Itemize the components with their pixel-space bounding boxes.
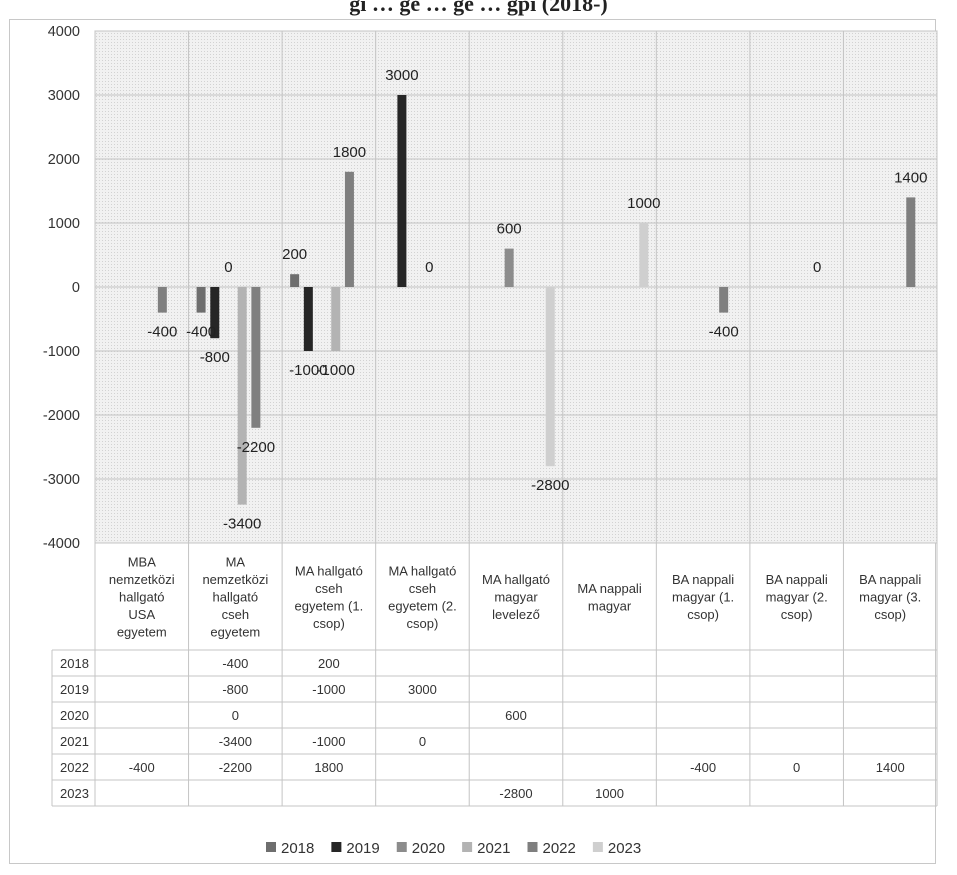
table-cell: -3400 bbox=[219, 734, 252, 749]
data-label: -1000 bbox=[317, 362, 355, 379]
category-label: BA nappali magyar (1. csop) bbox=[672, 572, 734, 622]
data-label: 0 bbox=[425, 259, 433, 276]
table-row-header: 2022 bbox=[60, 760, 89, 775]
bar bbox=[331, 287, 341, 351]
legend-label: 2021 bbox=[477, 840, 510, 857]
y-tick-label: 4000 bbox=[48, 24, 80, 40]
data-label: -3400 bbox=[223, 516, 261, 533]
bar bbox=[303, 287, 313, 351]
bar bbox=[237, 287, 247, 505]
table-cell: 1000 bbox=[595, 786, 624, 801]
bar bbox=[639, 223, 649, 287]
table-row-header: 2018 bbox=[60, 656, 89, 671]
data-label: 3000 bbox=[385, 67, 418, 84]
bar bbox=[196, 287, 206, 313]
legend-label: 2023 bbox=[608, 840, 641, 857]
table-cell: -400 bbox=[129, 760, 155, 775]
bar bbox=[545, 287, 555, 467]
bar bbox=[210, 287, 220, 339]
y-tick-label: 0 bbox=[72, 280, 80, 296]
legend-label: 2020 bbox=[412, 840, 445, 857]
legend-swatch bbox=[592, 842, 603, 852]
y-tick-label: -2000 bbox=[43, 408, 80, 424]
table-cell: 0 bbox=[793, 760, 800, 775]
table-cell: -400 bbox=[222, 656, 248, 671]
table-cell: 0 bbox=[232, 708, 239, 723]
legend-swatch bbox=[266, 842, 276, 852]
data-label: -400 bbox=[186, 324, 216, 341]
bar bbox=[719, 287, 729, 313]
category-label: MA hallgató cseh egyetem (1. csop) bbox=[295, 563, 364, 631]
table-cell: -400 bbox=[690, 760, 716, 775]
data-label: 0 bbox=[224, 259, 232, 276]
legend-swatch bbox=[462, 842, 473, 852]
data-label: 0 bbox=[813, 259, 821, 276]
table-row-header: 2020 bbox=[60, 708, 89, 723]
table-cell: 3000 bbox=[408, 682, 437, 697]
legend-swatch bbox=[527, 842, 538, 852]
bar bbox=[157, 287, 167, 313]
table-cell: 1400 bbox=[876, 760, 905, 775]
table-cell: 0 bbox=[419, 734, 426, 749]
bar bbox=[906, 197, 916, 287]
y-tick-label: -3000 bbox=[43, 472, 80, 488]
data-label: 200 bbox=[282, 246, 307, 263]
table-row-header: 2019 bbox=[60, 682, 89, 697]
bar bbox=[290, 274, 300, 287]
category-label: MA hallgató magyar levelező bbox=[482, 572, 550, 622]
bar bbox=[251, 287, 261, 428]
data-label: -2200 bbox=[237, 439, 275, 456]
table-cell: -2800 bbox=[499, 786, 532, 801]
bar bbox=[504, 248, 514, 287]
y-tick-label: 2000 bbox=[48, 152, 80, 168]
page-title: gi … ge … ge … gpi (2018-) bbox=[349, 0, 608, 16]
table-row-header: 2021 bbox=[60, 734, 89, 749]
table-cell: 600 bbox=[505, 708, 527, 723]
table-cell: -800 bbox=[222, 682, 248, 697]
legend-swatch bbox=[396, 842, 407, 852]
bar bbox=[397, 95, 407, 287]
data-label: -1000 bbox=[289, 362, 327, 379]
y-tick-label: 3000 bbox=[48, 88, 80, 104]
data-label: 1400 bbox=[894, 169, 927, 186]
table-row-header: 2023 bbox=[60, 786, 89, 801]
data-label: -800 bbox=[200, 349, 230, 366]
table-cell: 1800 bbox=[314, 760, 343, 775]
data-label: 600 bbox=[497, 221, 522, 238]
category-label: BA nappali magyar (2. csop) bbox=[766, 572, 828, 622]
table-cell: -1000 bbox=[312, 682, 345, 697]
category-label: MBA nemzetközi hallgató USA egyetem bbox=[109, 555, 175, 640]
data-label: 1000 bbox=[627, 195, 660, 212]
data-label: -400 bbox=[709, 324, 739, 341]
category-label: BA nappali magyar (3. csop) bbox=[859, 572, 921, 622]
data-label: -2800 bbox=[531, 477, 569, 494]
data-label: -400 bbox=[147, 324, 177, 341]
y-tick-label: 1000 bbox=[48, 216, 80, 232]
table-cell: 200 bbox=[318, 656, 340, 671]
legend-label: 2019 bbox=[346, 840, 379, 857]
table-cell: -1000 bbox=[312, 734, 345, 749]
legend-label: 2018 bbox=[281, 840, 314, 857]
category-label: MA nappali magyar bbox=[577, 581, 641, 614]
y-tick-label: -1000 bbox=[43, 344, 80, 360]
category-label: MA hallgató cseh egyetem (2. csop) bbox=[388, 563, 457, 631]
data-label: 1800 bbox=[333, 144, 366, 161]
legend-swatch bbox=[331, 842, 342, 852]
bar bbox=[344, 171, 354, 287]
legend-label: 2022 bbox=[543, 840, 576, 857]
table-cell: -2200 bbox=[219, 760, 252, 775]
category-label: MA nemzetközi hallgató cseh egyetem bbox=[202, 555, 268, 640]
y-tick-label: -4000 bbox=[43, 536, 80, 552]
